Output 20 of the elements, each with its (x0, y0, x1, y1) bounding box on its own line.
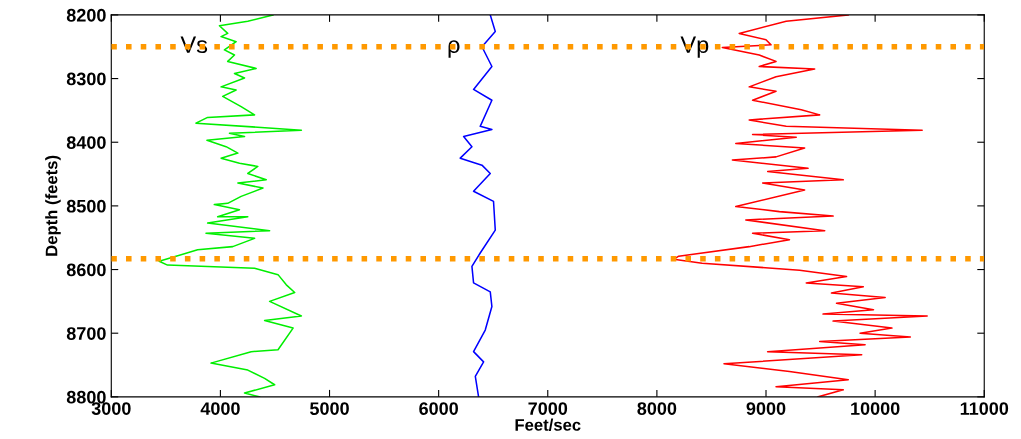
x-tick-label: 5000 (310, 402, 349, 415)
x-tick-label: 3000 (91, 402, 131, 415)
y-tick-label: 8700 (66, 327, 106, 340)
y-axis-title: Depth (feets) (45, 155, 61, 256)
y-tick-label: 8200 (66, 8, 106, 22)
x-tick-label: 11000 (960, 402, 1009, 415)
y-tick-label: 8400 (66, 136, 106, 149)
line-series (158, 14, 303, 397)
x-tick-label: 7000 (528, 402, 568, 415)
x-tick-label: 9000 (746, 402, 786, 415)
x-tick-label: 8000 (637, 402, 677, 415)
line-series (459, 14, 497, 397)
x-tick-label: 10000 (851, 402, 900, 415)
x-tick-label: 6000 (419, 402, 458, 415)
y-tick-label: 8600 (66, 263, 106, 277)
x-tick-label: 4000 (200, 402, 240, 415)
y-tick-label: 8800 (66, 390, 106, 404)
y-tick-label: 8500 (66, 199, 106, 213)
y-tick-label: 8300 (66, 72, 106, 86)
x-axis-title: Feet/sec (515, 418, 581, 431)
